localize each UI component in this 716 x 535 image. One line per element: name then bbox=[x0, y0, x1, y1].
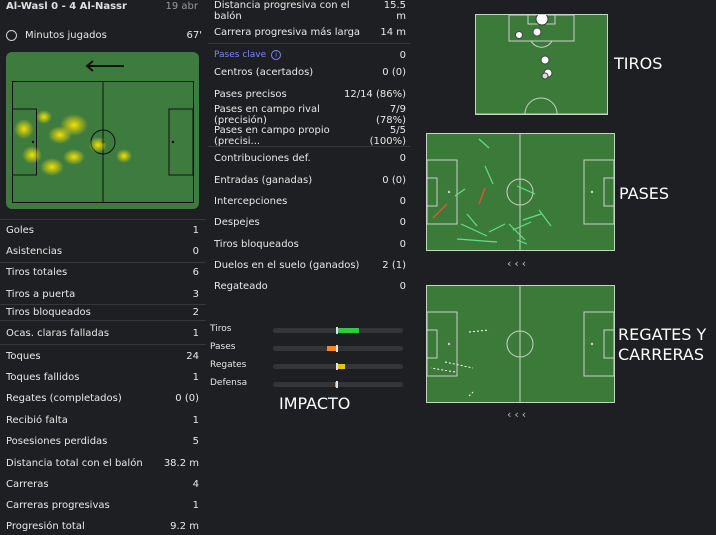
stat-row-tiros-a-puerta: Tiros a puerta 3 bbox=[6, 288, 199, 300]
pass-arrow bbox=[516, 185, 536, 195]
impact-bar-regates bbox=[337, 364, 345, 369]
stat-row-goles: Goles 1 bbox=[6, 224, 199, 236]
match-header[interactable]: Al-Wasl 0 - 4 Al-Nassr 19 abr bbox=[6, 0, 198, 12]
pass-arrow bbox=[466, 213, 478, 227]
pass-arrow bbox=[522, 213, 542, 221]
stat-row-carreras-progresivas: Carreras progresivas 1 bbox=[6, 499, 199, 511]
stat-row-pases-campo-rival: Pases en campo rival (precisión) 7/9 (78%… bbox=[214, 104, 406, 126]
stat-row-tiros-bloqueados: Tiros bloqueados 2 bbox=[6, 306, 199, 318]
impact-bar-pases bbox=[327, 346, 337, 351]
impact-track bbox=[273, 363, 403, 370]
stat-row-centros: Centros (acertados) 0 (0) bbox=[214, 66, 406, 78]
stat-row-tiros-bloqueados-def: Tiros bloqueados 0 bbox=[214, 238, 406, 250]
shot-marker bbox=[541, 72, 549, 80]
stat-row-carrera-larga: Carrera progresiva más larga 14 m bbox=[214, 26, 406, 38]
stat-row-despejes: Despejes 0 bbox=[214, 216, 406, 228]
impact-label: Defensa bbox=[210, 378, 248, 388]
regates-chevrons[interactable]: ‹‹‹ bbox=[507, 408, 530, 421]
heatmap-pitch bbox=[12, 81, 194, 203]
impact-row-pases: Pases bbox=[210, 342, 410, 354]
minutes-label: Minutos jugados bbox=[25, 29, 107, 41]
pases-clave-label: Pases clave bbox=[214, 50, 267, 60]
stat-row-intercepciones: Intercepciones 0 bbox=[214, 195, 406, 207]
stopwatch-icon bbox=[6, 29, 17, 41]
impact-track bbox=[273, 381, 403, 388]
shot-marker bbox=[540, 55, 550, 65]
info-icon[interactable]: i bbox=[271, 50, 282, 60]
carry-arrow bbox=[444, 361, 474, 369]
stat-row-regates: Regates (completados) 0 (0) bbox=[6, 392, 199, 404]
shots-pitch bbox=[475, 14, 608, 115]
stat-row-pases-clave[interactable]: Pases clave i 0 bbox=[214, 49, 406, 61]
pass-arrow bbox=[516, 239, 528, 245]
pass-arrow bbox=[454, 188, 466, 197]
match-date: 19 abr bbox=[165, 0, 199, 12]
passes-pitch bbox=[426, 133, 615, 251]
stat-row-pases-campo-propio: Pases en campo propio (precisi... 5/5 (10… bbox=[214, 125, 406, 147]
stat-row-recibio-falta: Recibió falta 1 bbox=[6, 414, 199, 426]
stat-row-tiros-totales: Tiros totales 6 bbox=[6, 266, 199, 278]
pass-arrow bbox=[484, 165, 494, 185]
pass-arrow bbox=[508, 223, 526, 241]
stat-row-contribuciones-def: Contribuciones def. 0 bbox=[214, 152, 406, 164]
minutes-value: 67' bbox=[186, 29, 202, 41]
stat-row-ocasiones-falladas: Ocas. claras falladas 1 bbox=[6, 327, 199, 339]
stat-row-distancia-progresiva: Distancia progresiva con el balón 15.5 m bbox=[214, 0, 406, 22]
shot-marker-goal bbox=[535, 15, 549, 26]
carry-arrow bbox=[468, 329, 490, 333]
impact-center-mark bbox=[336, 363, 338, 370]
impact-center-mark bbox=[336, 345, 338, 352]
pass-arrow bbox=[512, 221, 532, 231]
stat-row-entradas: Entradas (ganadas) 0 (0) bbox=[214, 174, 406, 186]
stat-row-asistencias: Asistencias 0 bbox=[6, 245, 199, 257]
pass-arrow-failed bbox=[478, 187, 486, 205]
stat-row-distancia-total: Distancia total con el balón 38.2 m bbox=[6, 457, 199, 469]
impact-track bbox=[273, 327, 403, 334]
impact-track bbox=[273, 345, 403, 352]
pases-chevrons[interactable]: ‹‹‹ bbox=[507, 257, 530, 270]
impact-row-defensa: Defensa bbox=[210, 378, 410, 390]
dribbles-pitch bbox=[426, 285, 615, 403]
impact-bar-tiros bbox=[337, 328, 360, 333]
stat-row-toques: Toques 24 bbox=[6, 350, 199, 362]
impact-row-regates: Regates bbox=[210, 360, 410, 372]
pases-title: PASES bbox=[619, 184, 669, 203]
shot-marker bbox=[515, 31, 523, 39]
pass-arrow bbox=[456, 238, 498, 243]
stat-row-pases-precisos: Pases precisos 12/14 (86%) bbox=[214, 88, 406, 100]
impact-chart: Tiros Pases Regates Defensa bbox=[210, 322, 410, 392]
impact-center-mark bbox=[336, 381, 338, 388]
carry-arrow bbox=[468, 391, 474, 397]
impact-label: Tiros bbox=[210, 324, 232, 334]
stat-row-duelos-suelo: Duelos en el suelo (ganados) 2 (1) bbox=[214, 259, 406, 271]
stat-row-carreras: Carreras 4 bbox=[6, 478, 199, 490]
minutes-row: Minutos jugados 67' bbox=[6, 27, 202, 43]
impact-label: Regates bbox=[210, 360, 247, 370]
heatmap-panel bbox=[6, 52, 199, 209]
shot-marker bbox=[532, 27, 542, 37]
impact-center-mark bbox=[336, 327, 338, 334]
match-title: Al-Wasl 0 - 4 Al-Nassr bbox=[6, 0, 127, 12]
stat-row-progresion-total: Progresión total 9.2 m bbox=[6, 520, 199, 532]
pass-arrow bbox=[488, 223, 506, 233]
pass-arrow bbox=[538, 209, 552, 227]
stat-row-toques-fallidos: Toques fallidos 1 bbox=[6, 371, 199, 383]
stat-row-posesiones-perdidas: Posesiones perdidas 5 bbox=[6, 435, 199, 447]
stat-row-regateado: Regateado 0 bbox=[214, 280, 406, 292]
attack-direction-arrow-icon bbox=[84, 60, 124, 72]
pass-arrow-failed bbox=[432, 203, 448, 219]
regates-title: REGATES Y CARRERAS bbox=[618, 325, 707, 364]
impact-label: Pases bbox=[210, 342, 236, 352]
pass-arrow bbox=[460, 223, 488, 237]
impact-row-tiros: Tiros bbox=[210, 324, 410, 336]
carry-arrow bbox=[430, 367, 456, 373]
tiros-title: TIROS bbox=[614, 54, 663, 73]
pass-arrow bbox=[478, 138, 490, 149]
impact-title: IMPACTO bbox=[279, 394, 351, 413]
